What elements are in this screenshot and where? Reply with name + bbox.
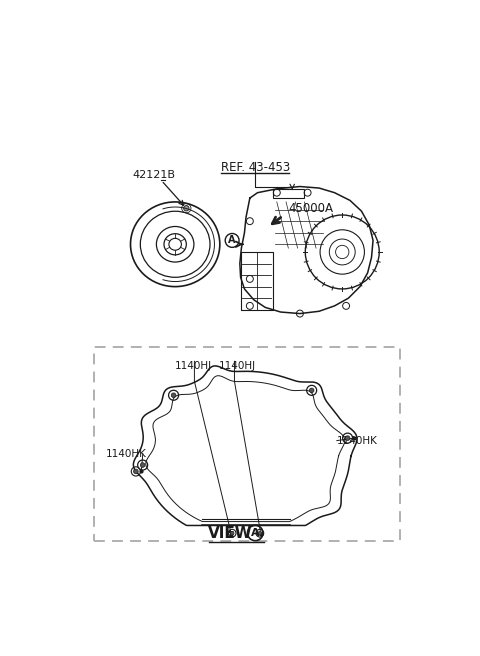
Circle shape xyxy=(133,469,138,474)
Polygon shape xyxy=(240,186,373,314)
Text: 1140HJ: 1140HJ xyxy=(219,361,256,371)
Circle shape xyxy=(258,531,262,535)
Text: 1140HJ: 1140HJ xyxy=(175,361,212,371)
Text: A: A xyxy=(228,236,236,245)
Text: 1140HK: 1140HK xyxy=(337,436,378,445)
Text: 42121B: 42121B xyxy=(132,170,175,180)
Circle shape xyxy=(309,388,314,393)
Circle shape xyxy=(171,393,176,398)
Circle shape xyxy=(345,436,350,440)
Text: VIEW: VIEW xyxy=(208,525,253,541)
Text: A: A xyxy=(251,528,260,538)
Text: 45000A: 45000A xyxy=(288,201,333,215)
Circle shape xyxy=(140,462,145,467)
Text: REF. 43-453: REF. 43-453 xyxy=(221,161,290,174)
Text: 1140HK: 1140HK xyxy=(106,449,147,459)
Circle shape xyxy=(230,531,234,535)
Circle shape xyxy=(184,205,189,211)
